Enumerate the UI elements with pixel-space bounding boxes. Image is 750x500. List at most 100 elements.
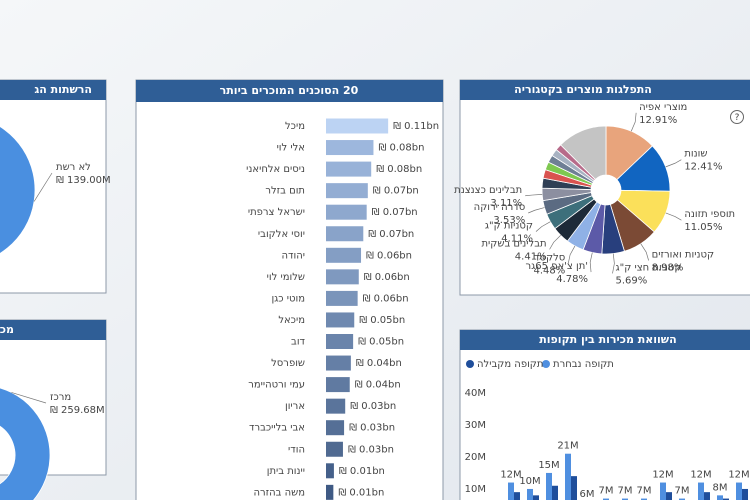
- category-label: הודי: [288, 444, 305, 455]
- bar: [326, 377, 350, 393]
- panel-title: התפלגות מוצרים בקטגוריה: [514, 83, 652, 96]
- value-label: 7M: [618, 486, 633, 497]
- slice-value-label: ₪ 259.68M: [50, 405, 105, 416]
- legend-swatch: [542, 360, 550, 368]
- value-label: ₪ 0.06bn: [366, 250, 412, 261]
- slice-value-label: 4.48%: [533, 265, 565, 276]
- value-label: 6M: [580, 489, 595, 500]
- bar: [546, 472, 552, 500]
- slice-label: קטניות ק"ג: [485, 221, 533, 232]
- bar: [660, 482, 666, 500]
- panel: [135, 79, 444, 500]
- slice-value-label: 8.98%: [652, 263, 684, 274]
- leader-line: [665, 212, 682, 221]
- help-icon[interactable]: [730, 110, 744, 124]
- bar: [698, 482, 704, 500]
- bar: [326, 140, 374, 156]
- slice-label: סלקטד: [534, 252, 565, 263]
- slice-value-label: 4.11%: [501, 234, 533, 245]
- leader-line: [11, 392, 47, 404]
- value-label: 7M: [599, 486, 614, 497]
- value-label: ₪ 0.08bn: [376, 164, 422, 175]
- value-label: ₪ 0.04bn: [356, 358, 402, 369]
- bar: [736, 482, 742, 500]
- y-tick-label: 30M: [465, 420, 486, 431]
- category-label: שופרסל: [271, 358, 305, 369]
- panel-header: [136, 80, 443, 102]
- category-label: משה בהזרה: [253, 487, 305, 498]
- value-label: ₪ 0.01bn: [338, 487, 384, 498]
- value-label: ₪ 0.11bn: [393, 121, 439, 132]
- category-label: תום בזלר: [265, 186, 305, 197]
- pie-hole: [591, 175, 621, 205]
- value-label: ₪ 0.06bn: [363, 293, 409, 304]
- legend-label: תקופה מקבילה: [477, 359, 543, 370]
- bar: [326, 183, 368, 199]
- category-label: דוב: [291, 337, 306, 348]
- value-label: ₪ 0.05bn: [359, 315, 405, 326]
- category-label: ישראל צרפתי: [248, 207, 305, 218]
- bar: [666, 492, 672, 500]
- value-label: ₪ 0.03bn: [348, 444, 394, 455]
- category-label: יוסי אלקובי: [258, 229, 305, 240]
- category-label: יינות ביתן: [267, 466, 305, 477]
- category-label: מיכאל: [278, 315, 305, 326]
- value-label: 12M: [500, 470, 521, 481]
- category-label: אלי לוי: [277, 143, 305, 154]
- leader-line: [549, 234, 561, 250]
- value-label: 10M: [519, 476, 540, 487]
- leader-line: [612, 253, 615, 274]
- value-label: ₪ 0.05bn: [358, 337, 404, 348]
- value-label: ₪ 0.07bn: [372, 207, 418, 218]
- slice-label: קטניות חצי ק"ג: [616, 262, 682, 273]
- slice-value-label: 12.41%: [684, 162, 722, 173]
- value-label: 8M: [713, 482, 728, 493]
- bar: [326, 312, 355, 328]
- leader-line: [589, 252, 593, 273]
- help-icon-glyph: ?: [735, 113, 740, 123]
- category-label: שלומי לוי: [267, 272, 305, 283]
- legend-swatch: [466, 360, 474, 368]
- y-tick-label: 20M: [465, 452, 486, 463]
- bar: [679, 498, 685, 500]
- panel-title: הרשתות הג: [34, 83, 92, 96]
- slice-label: סדרה ירוקה: [474, 202, 526, 213]
- bar: [527, 488, 533, 500]
- category-label: מיכל: [285, 121, 305, 132]
- category-label: אריון: [285, 401, 305, 412]
- bar: [326, 420, 345, 436]
- bar: [622, 498, 628, 500]
- slice-label: תן צ'אפ 65גר': [526, 261, 589, 272]
- panel-header: [460, 330, 750, 350]
- leader-line: [665, 159, 682, 168]
- slice-label: תבלינים בשקית: [481, 238, 546, 249]
- value-label: ₪ 0.07bn: [373, 186, 419, 197]
- value-label: ₪ 0.04bn: [355, 380, 401, 391]
- panel-title: השוואת מכירות בין תקופות: [539, 333, 676, 346]
- bar: [326, 118, 389, 134]
- panel-header: [0, 320, 106, 340]
- bar: [326, 334, 354, 349]
- bar: [514, 492, 520, 500]
- panel-title: מכ: [0, 323, 14, 336]
- leader-line: [567, 245, 576, 264]
- bar: [326, 290, 358, 306]
- slice-label: מרכז: [50, 392, 71, 403]
- category-label: אבי בלייכברד: [249, 423, 305, 434]
- slice-value-label: 3.53%: [493, 215, 525, 226]
- bar: [326, 161, 372, 177]
- slice-label: קטניות ואורזים: [652, 250, 714, 261]
- bar: [641, 498, 647, 500]
- slice-value-label: ₪ 139.00M: [56, 175, 111, 186]
- bar: [565, 453, 571, 500]
- panel-title: 20 הסוכנים המוכרים ביותר: [220, 84, 359, 97]
- slice-value-label: 12.91%: [639, 115, 677, 126]
- slice-value-label: 4.41%: [515, 251, 547, 262]
- bar: [723, 498, 729, 500]
- category-label: עמי ורטהיימר: [248, 380, 305, 391]
- bar: [742, 488, 748, 500]
- bar: [533, 495, 539, 500]
- value-label: ₪ 0.07bn: [368, 229, 414, 240]
